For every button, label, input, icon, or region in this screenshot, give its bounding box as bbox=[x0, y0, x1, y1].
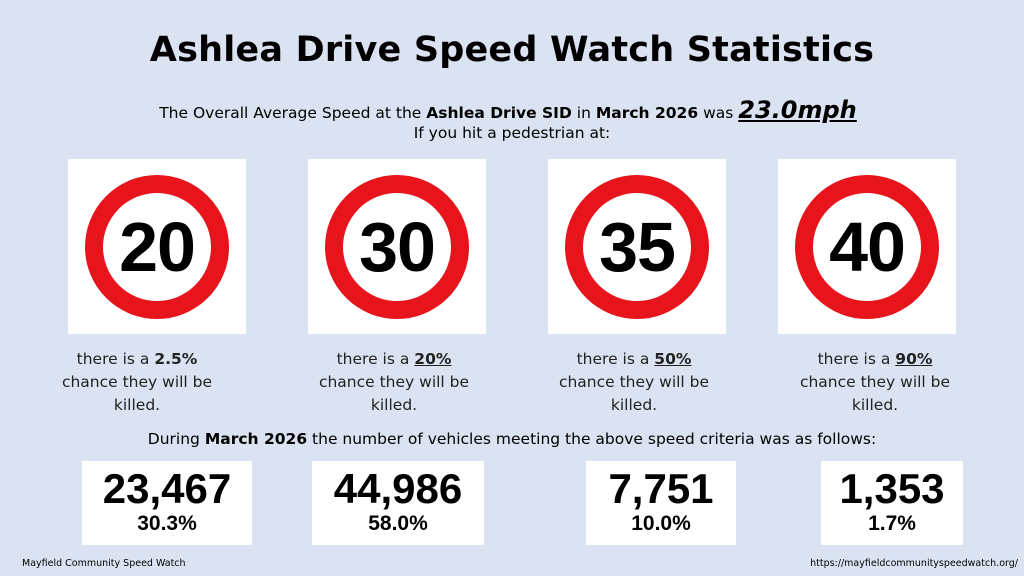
fatality-caption-40: there is a 90% chance they will be kille… bbox=[786, 348, 964, 417]
caption-chance: 2.5% bbox=[154, 350, 198, 368]
stat-box-20: 23,467 30.3% bbox=[82, 461, 252, 545]
average-speed-value: 23.0mph bbox=[738, 96, 857, 124]
stat-box-30: 44,986 58.0% bbox=[312, 461, 484, 545]
caption-pre: there is a bbox=[76, 350, 150, 368]
vehicle-count: 7,751 bbox=[608, 465, 714, 512]
speed-sign-30: 30 bbox=[308, 159, 486, 334]
vehicle-percent: 58.0% bbox=[368, 512, 428, 535]
caption-post: chance they will be killed. bbox=[318, 373, 470, 414]
speed-sign-35: 35 bbox=[548, 159, 726, 334]
vehicle-percent: 1.7% bbox=[868, 512, 916, 535]
intro-prefix: The Overall Average Speed at the bbox=[159, 104, 422, 122]
caption-post: chance they will be killed. bbox=[799, 373, 951, 414]
speed-limit-sign-icon: 20 bbox=[85, 174, 229, 319]
caption-pre: there is a bbox=[576, 350, 650, 368]
speed-limit-sign-icon: 40 bbox=[795, 174, 939, 319]
sign-speed: 35 bbox=[599, 207, 676, 286]
intro-was: was bbox=[703, 104, 734, 122]
pedestrian-intro: If you hit a pedestrian at: bbox=[413, 124, 611, 142]
vehicle-count: 1,353 bbox=[839, 465, 945, 512]
fatality-caption-20: there is a 2.5% chance they will be kill… bbox=[48, 348, 226, 417]
footer-organisation: Mayfield Community Speed Watch bbox=[22, 558, 186, 569]
sign-speed: 20 bbox=[119, 207, 196, 286]
footer-url[interactable]: https://mayfieldcommunityspeedwatch.org/ bbox=[810, 558, 1018, 569]
vehicle-count: 23,467 bbox=[102, 465, 232, 512]
caption-chance: 90% bbox=[895, 350, 933, 368]
speed-limit-sign-icon: 35 bbox=[565, 174, 709, 319]
average-speed-statement: The Overall Average Speed at the Ashlea … bbox=[0, 96, 1024, 124]
speed-limit-sign-icon: 30 bbox=[325, 174, 469, 319]
vehicle-count: 44,986 bbox=[333, 465, 463, 512]
during-suffix: the number of vehicles meeting the above… bbox=[312, 430, 877, 448]
speed-sign-40: 40 bbox=[778, 159, 956, 334]
stat-box-40: 1,353 1.7% bbox=[821, 461, 963, 545]
sign-speed: 30 bbox=[359, 207, 436, 286]
intro-month: March 2026 bbox=[595, 104, 699, 122]
caption-chance: 20% bbox=[414, 350, 452, 368]
page-title: Ashlea Drive Speed Watch Statistics bbox=[149, 30, 875, 70]
caption-post: chance they will be killed. bbox=[61, 373, 213, 414]
during-month: March 2026 bbox=[204, 430, 308, 448]
sign-speed: 40 bbox=[829, 207, 906, 286]
vehicle-percent: 10.0% bbox=[631, 512, 691, 535]
fatality-caption-30: there is a 20% chance they will be kille… bbox=[305, 348, 483, 417]
vehicle-percent: 30.3% bbox=[137, 512, 197, 535]
vehicle-count-intro: During March 2026 the number of vehicles… bbox=[0, 430, 1024, 448]
speed-sign-20: 20 bbox=[68, 159, 246, 334]
caption-pre: there is a bbox=[817, 350, 891, 368]
intro-in: in bbox=[576, 104, 591, 122]
caption-chance: 50% bbox=[654, 350, 692, 368]
intro-location: Ashlea Drive SID bbox=[426, 104, 572, 122]
caption-post: chance they will be killed. bbox=[558, 373, 710, 414]
during-prefix: During bbox=[147, 430, 200, 448]
stat-box-35: 7,751 10.0% bbox=[586, 461, 736, 545]
fatality-caption-35: there is a 50% chance they will be kille… bbox=[545, 348, 723, 417]
caption-pre: there is a bbox=[336, 350, 410, 368]
